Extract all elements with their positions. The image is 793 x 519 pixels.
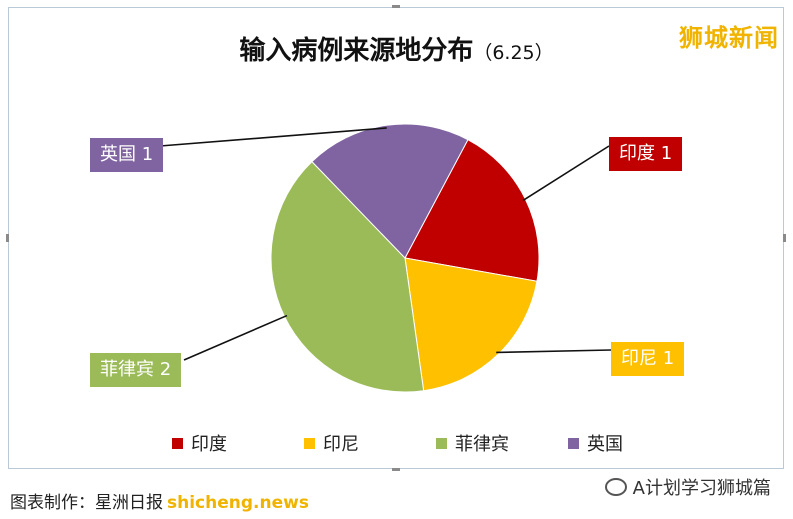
pie-slice-uk[interactable] (311, 123, 469, 259)
resize-handle-top[interactable] (392, 5, 400, 8)
legend-label: 菲律宾 (455, 434, 509, 455)
watermark-logo: 狮城新闻 (679, 24, 779, 52)
legend-item-india: 印度 (172, 430, 304, 456)
legend-label: 印度 (191, 434, 227, 455)
chart-legend: 印度 印尼 菲律宾 英国 (172, 430, 700, 456)
leader-line-uk (159, 127, 387, 147)
chart-title: 输入病例来源地分布（6.25） (0, 30, 793, 67)
leader-line-philippines (183, 314, 288, 361)
resize-handle-right[interactable] (783, 234, 786, 242)
wechat-icon (604, 478, 627, 496)
legend-item-philippines: 菲律宾 (436, 430, 568, 456)
wechat-account-name: A计划学习狮城篇 (632, 478, 771, 499)
legend-swatch (172, 437, 183, 449)
chart-subtitle: （6.25） (473, 42, 554, 64)
chart-title-main: 输入病例来源地分布 (239, 36, 474, 66)
legend-label: 英国 (587, 434, 623, 455)
legend-item-uk: 英国 (568, 430, 700, 456)
legend-swatch (568, 437, 579, 449)
data-label-uk: 英国 1 (90, 138, 164, 172)
wechat-account: A计划学习狮城篇 (604, 474, 771, 500)
resize-handle-left[interactable] (6, 234, 9, 242)
caption-site: shicheng.news (167, 493, 309, 513)
legend-swatch (436, 437, 447, 449)
pie-slice-indonesia[interactable] (404, 257, 538, 392)
resize-handle-bottom[interactable] (392, 468, 400, 471)
caption-text: 图表制作：星洲日报 (10, 493, 163, 513)
data-label-philippines: 菲律宾 2 (90, 353, 182, 387)
legend-label: 印尼 (323, 434, 359, 455)
leader-line-india (522, 145, 610, 202)
legend-item-indonesia: 印尼 (304, 430, 436, 456)
legend-swatch (304, 437, 315, 449)
data-label-indonesia: 印尼 1 (611, 342, 685, 376)
chart-caption: 图表制作：星洲日报 shicheng.news (10, 488, 309, 513)
leader-line-indonesia (496, 349, 612, 354)
data-label-india: 印度 1 (609, 137, 683, 171)
